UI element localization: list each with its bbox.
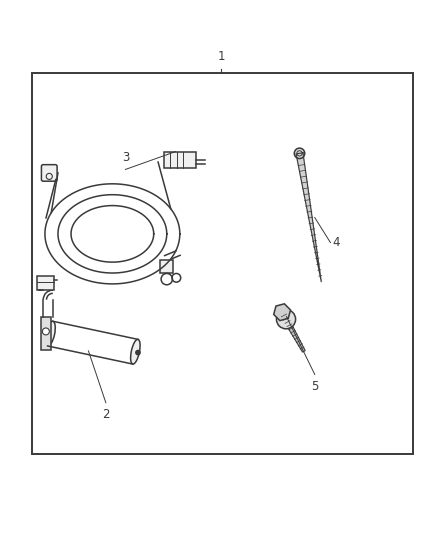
Text: 4: 4 (332, 236, 339, 249)
Ellipse shape (131, 340, 140, 364)
Polygon shape (296, 153, 321, 282)
Bar (37, 276, 54, 290)
Circle shape (136, 350, 140, 355)
Text: 2: 2 (102, 408, 110, 421)
Bar (32, 73, 413, 454)
Circle shape (276, 310, 296, 329)
Polygon shape (279, 311, 305, 352)
Circle shape (42, 328, 49, 335)
Text: 3: 3 (122, 151, 129, 164)
Bar (160, 261, 173, 272)
Polygon shape (274, 304, 290, 321)
FancyBboxPatch shape (42, 165, 57, 181)
Circle shape (294, 148, 305, 158)
Bar (163, 151, 196, 168)
Text: 5: 5 (311, 379, 318, 393)
Bar (41, 317, 51, 350)
Text: 1: 1 (217, 50, 225, 63)
Ellipse shape (45, 321, 55, 346)
